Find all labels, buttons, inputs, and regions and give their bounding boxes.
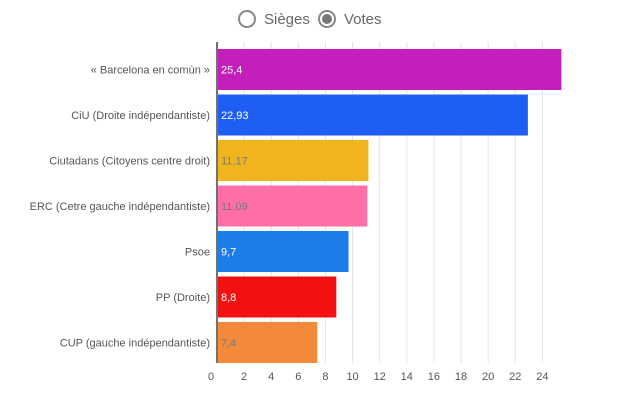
bar-6[interactable] [218,322,318,363]
x-tick-label-16: 16 [428,371,440,383]
value-label-5: 8,8 [221,292,236,304]
bar-5[interactable] [218,276,337,318]
x-tick-label-2: 2 [241,371,247,383]
bar-2[interactable] [218,140,369,181]
sieges-radio-circle[interactable] [238,10,256,28]
x-tick-label-12: 12 [374,371,386,383]
sieges-radio-label[interactable]: Sièges [264,10,310,28]
label-layer: « Barcelona en comùn » 25,4 CiU (Droite in… [30,65,249,350]
category-label-5: PP (Droite) [156,292,210,304]
votes-radio-label[interactable]: Votes [344,10,382,28]
x-tick-label-24: 24 [536,371,548,383]
category-label-1: CiU (Droite indépendantiste) [71,110,210,122]
x-tick-label-6: 6 [295,371,301,383]
votes-radio[interactable]: Votes [318,10,382,28]
bar-1[interactable] [218,94,528,136]
value-label-4: 9,7 [221,247,236,259]
value-label-6: 7,4 [221,338,236,350]
category-label-0: « Barcelona en comùn » [91,65,210,77]
bar-0[interactable] [218,49,562,90]
x-tick-label-8: 8 [322,371,328,383]
axis-layer: 0 2 4 6 8 10 12 14 16 18 20 22 24 [208,42,549,383]
x-tick-label-4: 4 [268,371,274,383]
x-tick-label-20: 20 [482,371,494,383]
bar-3[interactable] [218,185,368,227]
votes-sieges-toggle: Sièges Votes [0,8,624,36]
category-label-4: Psoe [185,247,210,259]
bar-4[interactable] [218,231,349,272]
x-tick-label-14: 14 [401,371,413,383]
x-tick-label-22: 22 [509,371,521,383]
x-tick-label-10: 10 [346,371,358,383]
votes-radio-circle[interactable] [318,10,336,28]
sieges-radio[interactable]: Sièges [238,10,310,28]
value-label-2: 11,17 [221,156,248,168]
value-label-3: 11,09 [221,201,248,213]
value-label-0: 25,4 [221,65,242,77]
x-tick-label-0: 0 [208,371,214,383]
bar-layer [218,49,562,363]
category-label-2: Ciutadans (Citoyens centre droit) [49,156,210,168]
category-label-3: ERC (Cetre gauche indépendantiste) [30,201,210,213]
x-tick-label-18: 18 [455,371,467,383]
category-label-6: CUP (gauche indépendantiste) [60,338,210,350]
value-label-1: 22,93 [221,110,249,122]
